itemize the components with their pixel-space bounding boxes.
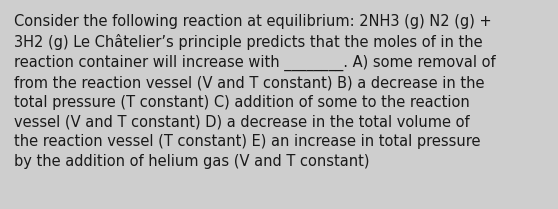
- Text: Consider the following reaction at equilibrium: 2NH3 (g) N2 (g) +
3H2 (g) Le Châ: Consider the following reaction at equil…: [14, 14, 496, 168]
